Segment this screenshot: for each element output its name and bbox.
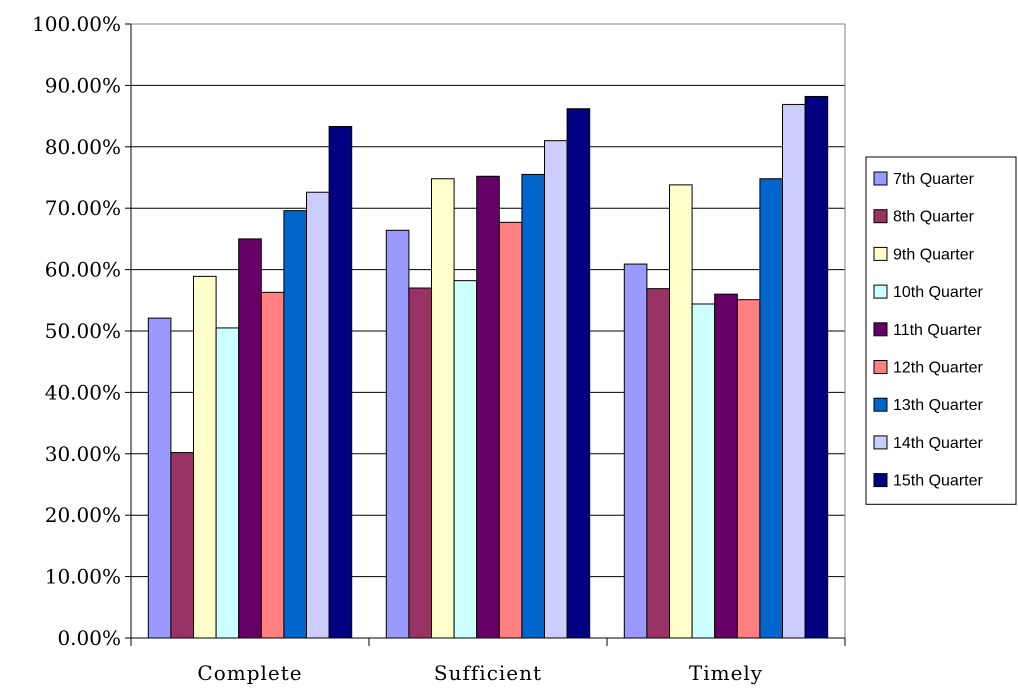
bar [669, 184, 693, 639]
legend-swatch [873, 360, 888, 374]
legend-label: 15th Quarter [893, 473, 984, 490]
legend-swatch [873, 322, 888, 337]
legend-swatch [873, 397, 888, 412]
x-category-label: Timely [689, 661, 763, 685]
bar [408, 287, 432, 639]
y-tick-label: 20.00% [45, 503, 121, 527]
legend-label: 14th Quarter [893, 435, 984, 452]
legend-swatch [873, 435, 888, 450]
legend-swatch [873, 284, 888, 299]
bar [431, 178, 455, 639]
bar [193, 275, 217, 639]
bar [714, 293, 738, 639]
legend-swatch [873, 473, 888, 488]
legend-swatch [873, 209, 888, 224]
bar [646, 288, 671, 639]
legend-swatch [873, 246, 888, 261]
legend-label: 11th Quarter [893, 322, 982, 339]
bar [147, 317, 172, 639]
y-tick-label: 70.00% [45, 196, 121, 220]
bar [260, 291, 285, 639]
bar [623, 263, 648, 639]
bar [476, 175, 500, 639]
bar [804, 95, 829, 639]
legend-label: 10th Quarter [893, 284, 984, 301]
bar [736, 299, 761, 639]
legend-label: 7th Quarter [893, 171, 975, 188]
y-tick-label: 80.00% [45, 135, 121, 159]
bar [521, 173, 546, 639]
bar [238, 238, 262, 639]
bar [215, 327, 240, 639]
bar [453, 280, 478, 639]
bar [782, 103, 806, 639]
x-category-label: Complete [197, 661, 302, 685]
y-tick-label: 90.00% [45, 73, 121, 97]
bar [691, 303, 716, 639]
bar [759, 178, 784, 639]
y-tick-label: 40.00% [45, 380, 121, 404]
legend-label: 8th Quarter [893, 209, 975, 226]
y-tick-label: 50.00% [45, 319, 121, 343]
y-tick-label: 60.00% [45, 258, 121, 282]
bar [385, 229, 410, 639]
bar [170, 452, 194, 639]
legend-label: 12th Quarter [893, 360, 984, 377]
bar [498, 221, 523, 639]
legend-swatch [873, 171, 888, 186]
bar [306, 191, 330, 639]
bar [328, 126, 353, 639]
y-tick-label: 10.00% [45, 565, 121, 589]
y-tick-label: 0.00% [57, 626, 121, 650]
x-category-label: Sufficient [434, 661, 542, 685]
bar [566, 108, 591, 639]
legend-label: 9th Quarter [893, 246, 975, 263]
y-tick-label: 30.00% [45, 442, 121, 466]
bar [544, 140, 568, 639]
bar [283, 210, 307, 639]
legend-label: 13th Quarter [893, 397, 984, 414]
y-tick-label: 100.00% [32, 12, 121, 36]
legend [865, 156, 1017, 505]
